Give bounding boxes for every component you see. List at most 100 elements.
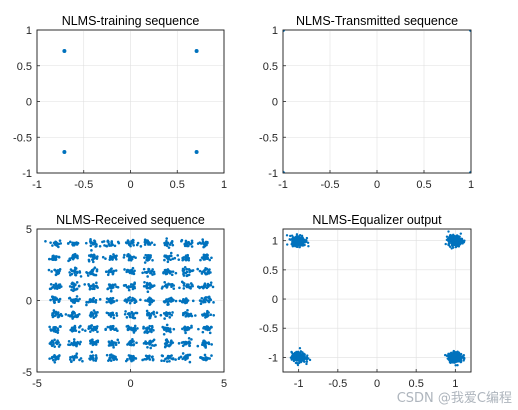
subplot-title: NLMS-Equalizer output (312, 213, 442, 227)
data-point (456, 364, 459, 367)
data-point (49, 287, 53, 290)
data-point (189, 285, 192, 289)
data-point (129, 341, 133, 345)
data-point (75, 281, 79, 284)
data-point (132, 355, 135, 359)
data-point (211, 285, 215, 289)
data-point (91, 284, 95, 287)
data-point (293, 245, 297, 248)
data-point (298, 240, 301, 243)
data-point (145, 285, 149, 289)
data-point (144, 327, 148, 330)
data-point (151, 358, 155, 362)
data-point (59, 285, 63, 288)
data-point (456, 241, 459, 244)
data-point (162, 359, 166, 363)
data-point (105, 300, 109, 304)
data-point (57, 300, 61, 303)
y-tick-label: 1 (272, 25, 278, 37)
data-point (163, 280, 166, 284)
data-point (128, 301, 132, 305)
data-point (209, 281, 213, 284)
data-point (150, 241, 154, 244)
data-point (125, 316, 129, 319)
data-point (206, 270, 210, 273)
data-point (302, 360, 306, 363)
data-point (67, 343, 70, 346)
data-point (203, 254, 207, 257)
data-point (78, 342, 82, 346)
data-point (57, 245, 60, 249)
data-point (115, 285, 118, 289)
data-point (62, 48, 67, 53)
data-point (448, 354, 452, 357)
y-tick-label: -1 (268, 168, 278, 180)
data-point (87, 258, 91, 262)
data-point (127, 288, 131, 292)
data-point (112, 341, 116, 345)
data-point (166, 301, 170, 305)
data-point (184, 311, 188, 314)
data-point (116, 338, 120, 342)
data-point (95, 269, 99, 273)
x-tick-label: -1 (32, 179, 42, 191)
data-point (308, 358, 312, 362)
data-point (75, 287, 79, 291)
data-point (170, 357, 173, 360)
data-point (205, 267, 209, 271)
data-point (60, 314, 64, 318)
data-point (459, 232, 463, 235)
data-point (165, 339, 169, 342)
data-point (171, 311, 174, 314)
data-point (104, 270, 108, 274)
data-point (180, 280, 184, 284)
data-point (147, 312, 151, 316)
data-point (182, 340, 185, 344)
data-point (170, 273, 174, 277)
data-point (143, 243, 147, 246)
data-point (169, 300, 173, 303)
data-point (141, 358, 144, 362)
data-point (72, 243, 76, 247)
data-point (78, 297, 81, 301)
data-point (107, 359, 110, 362)
data-point (297, 235, 301, 238)
data-point (447, 243, 450, 247)
data-point (115, 314, 119, 317)
data-point (183, 355, 187, 358)
data-point (73, 284, 76, 287)
data-point (54, 358, 57, 361)
data-point (199, 258, 202, 262)
data-point (95, 281, 98, 285)
data-point (152, 312, 156, 316)
y-tick-label: 0 (26, 97, 32, 109)
data-point (131, 296, 134, 300)
data-point (139, 245, 143, 248)
data-point (191, 269, 195, 272)
data-point (54, 314, 57, 317)
data-point (185, 244, 189, 248)
data-point (146, 298, 150, 301)
data-point (107, 283, 111, 286)
data-point (92, 340, 95, 344)
data-point (75, 295, 79, 298)
data-point (136, 241, 140, 245)
data-point (299, 360, 303, 363)
data-point (95, 285, 99, 289)
data-point (210, 256, 213, 260)
data-point (77, 284, 81, 288)
data-point (170, 313, 174, 317)
x-tick-label: -0.5 (321, 179, 340, 191)
data-point (292, 359, 296, 362)
data-point (163, 242, 167, 245)
data-point (205, 241, 209, 244)
data-point (171, 257, 175, 261)
y-tick-label: -0.5 (259, 132, 278, 144)
data-point (89, 340, 93, 344)
data-point (73, 356, 76, 360)
data-point (144, 253, 148, 257)
data-point (113, 283, 117, 286)
data-point (96, 255, 99, 258)
data-point (86, 274, 90, 277)
data-point (183, 266, 187, 269)
